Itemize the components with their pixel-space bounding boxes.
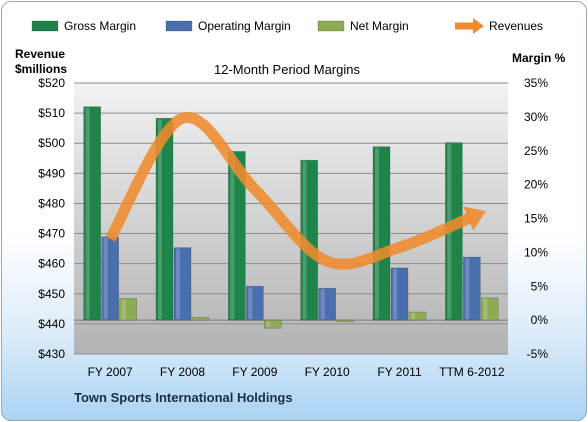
bar-highlight [194,318,198,320]
left-tick-label: $510 [38,106,65,120]
bar-highlight [121,299,126,320]
left-tick-label: $500 [38,136,65,150]
left-tick-label: $430 [38,347,65,361]
bar-gross-margin [372,146,391,321]
legend-swatch [31,20,59,32]
left-tick-label: $460 [38,257,65,271]
bar-net-margin [336,319,354,322]
legend-swatch [317,20,345,32]
legend-label: Revenues [489,19,543,33]
bar-gross-margin [228,151,246,321]
bar-operating-margin [463,256,481,321]
bar-highlight [411,312,415,320]
right-tick-label: 20% [524,178,548,192]
legend-swatch [165,20,193,32]
bar-highlight [375,147,379,320]
bar-highlight [465,258,470,320]
bar-highlight [85,107,90,320]
right-tick-label: 25% [524,144,548,158]
left-tick-label: $490 [38,166,65,180]
left-tick-label: $440 [38,317,65,331]
bar-gross-margin [83,106,101,321]
bar-gross-margin [155,117,174,321]
bar-net-margin [191,317,210,321]
revenue-arrowhead [463,206,486,231]
bar-net-margin [481,297,499,321]
bar-operating-margin [173,247,192,321]
bar-highlight [230,152,235,320]
right-tick-label: 15% [524,212,548,226]
bar-highlight [176,248,180,320]
right-tick-label: 5% [531,279,549,293]
left-tick-label: $520 [38,76,65,90]
x-tick-label: FY 2010 [305,365,350,379]
bar-highlight [320,289,325,320]
right-axis-label: Margin % [512,51,566,65]
bar-net-margin [119,298,137,321]
bar-highlight [393,268,397,320]
left-axis-label: Revenue [15,47,65,61]
axis-ticks: $430 $440 $450 $460 $470 $480 $490 $500 $510 $520… [38,76,548,379]
left-tick-label: $470 [38,227,65,241]
left-tick-label: $480 [38,196,65,210]
legend: Gross Margin Operating Margin Net Margin Re… [31,18,543,34]
chart-title: 12-Month Period Margins [214,62,360,77]
bar-net-margin [264,319,282,329]
company-name: Town Sports International Holdings [74,390,293,405]
bar-highlight [158,119,162,320]
x-tick-label: FY 2008 [160,365,205,379]
bar-highlight [248,287,253,320]
legend-label: Gross Margin [64,19,136,33]
right-tick-label: 35% [524,76,548,90]
left-tick-label: $450 [38,287,65,301]
x-tick-label: FY 2011 [377,365,422,379]
right-tick-label: 30% [524,110,548,124]
revenue-line-path [105,112,475,270]
x-tick-label: FY 2007 [88,365,133,379]
bar-operating-margin [318,287,336,321]
bar-highlight [103,237,108,320]
right-tick-label: -5% [527,347,549,361]
bar-highlight [483,298,488,320]
x-tick-label: TTM 6-2012 [439,365,505,379]
bar-net-margin [408,311,427,321]
legend-label: Operating Margin [198,19,291,33]
right-tick-label: 10% [524,245,548,259]
plot-area [74,83,508,354]
bar-operating-margin [246,285,264,321]
bar-series [83,106,499,329]
legend-label: Net Margin [350,19,409,33]
bar-operating-margin [390,267,409,321]
right-tick-label: 0% [531,313,549,327]
x-tick-label: FY 2009 [232,365,277,379]
bar-highlight [266,321,271,328]
revenue-line [105,112,486,270]
left-axis-unit-label: $millions [15,62,67,76]
legend-arrow [473,18,484,34]
